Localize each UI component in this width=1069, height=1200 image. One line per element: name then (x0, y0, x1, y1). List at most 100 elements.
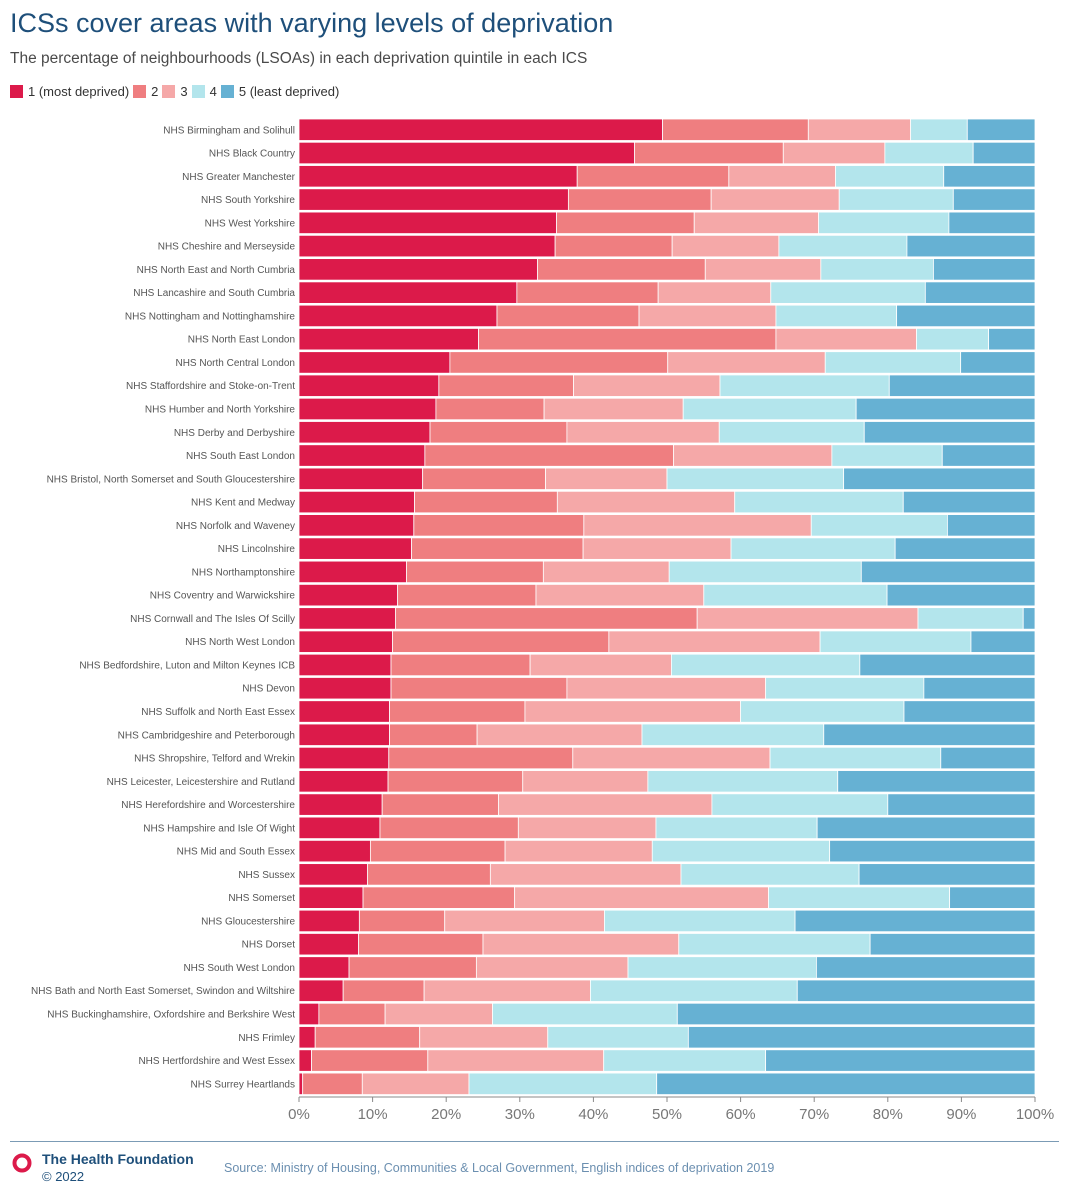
legend-item-quintile-2: 2 (133, 84, 158, 99)
bar-segment-quintile-2 (358, 933, 484, 956)
bar-segment-quintile-1 (298, 1026, 316, 1049)
bar-segment-quintile-4 (824, 351, 962, 374)
category-label: NHS Bristol, North Somerset and South Gl… (47, 474, 296, 485)
bar-segment-quintile-4 (718, 421, 865, 444)
category-label: NHS Suffolk and North East Essex (141, 707, 295, 718)
bar-segment-quintile-4 (603, 1049, 767, 1072)
bar-segment-quintile-3 (572, 746, 771, 770)
category-label: NHS Mid and South Essex (177, 847, 295, 858)
stacked-bar-chart: NHS Birmingham and Solihull NHS Black Cou… (31, 118, 1054, 1123)
bar-segment-quintile-3 (807, 118, 912, 141)
bar-segment-quintile-5 (906, 234, 1036, 258)
category-label: NHS Cheshire and Merseyside (158, 242, 296, 253)
legend-swatch-quintile-2 (133, 85, 147, 98)
bar-segment-quintile-5 (947, 514, 1036, 537)
category-label: NHS North West London (185, 637, 295, 648)
bar-segment-quintile-5 (940, 746, 1036, 770)
legend: 1 (most deprived) 2 3 4 5 (least deprive… (10, 84, 343, 99)
bar-segment-quintile-3 (728, 165, 836, 188)
bar-segment-quintile-2 (388, 746, 574, 770)
category-label: NHS West Yorkshire (205, 218, 296, 229)
bar-segment-quintile-2 (314, 1026, 421, 1049)
category-label: NHS Black Country (209, 149, 295, 160)
bar-segment-quintile-3 (475, 956, 629, 979)
bar-segment-quintile-4 (627, 956, 817, 979)
bar-segment-quintile-3 (566, 677, 767, 700)
bar-segment-quintile-1 (298, 537, 413, 560)
bar-segment-quintile-1 (298, 304, 498, 328)
bar-segment-quintile-1 (298, 700, 390, 723)
source-note: Source: Ministry of Housing, Communities… (224, 1161, 775, 1175)
bar-segment-quintile-5 (687, 1026, 1036, 1049)
category-label: NHS Frimley (238, 1033, 295, 1044)
category-label: NHS Devon (242, 684, 295, 695)
bar-segment-quintile-2 (634, 141, 784, 165)
bar-segment-quintile-2 (311, 1049, 429, 1072)
category-label: NHS Humber and North Yorkshire (145, 404, 296, 415)
bar-segment-quintile-1 (298, 490, 415, 514)
bar-segment-quintile-1 (298, 258, 538, 281)
bar-segment-quintile-1 (298, 444, 426, 467)
bar-segment-quintile-2 (392, 630, 610, 653)
bar-segment-quintile-2 (302, 1072, 363, 1095)
bar-segment-quintile-1 (298, 188, 569, 211)
bar-segment-quintile-5 (863, 421, 1036, 444)
bar-segment-quintile-4 (730, 537, 896, 560)
legend-item-quintile-1: 1 (most deprived) (10, 84, 129, 99)
category-label: NHS Lancashire and South Cumbria (133, 288, 295, 299)
bar-segment-quintile-1 (298, 770, 389, 793)
bar-segment-quintile-3 (529, 653, 672, 677)
bar-segment-quintile-1 (298, 1072, 304, 1095)
bar-segment-quintile-4 (647, 770, 839, 793)
bar-segment-quintile-2 (554, 234, 673, 258)
bar-segment-quintile-5 (941, 444, 1036, 467)
bar-segment-quintile-3 (775, 328, 917, 351)
category-label: NHS Bath and North East Somerset, Swindo… (31, 986, 295, 997)
bar-segment-quintile-4 (492, 1002, 678, 1026)
bar-segment-quintile-5 (676, 1002, 1036, 1026)
bar-segment-quintile-2 (390, 677, 568, 700)
health-foundation-logo-icon (12, 1153, 32, 1173)
bar-segment-quintile-4 (910, 118, 968, 141)
x-tick-label: 10% (358, 1106, 388, 1123)
category-label: NHS Gloucestershire (201, 916, 295, 927)
bar-segment-quintile-2 (516, 281, 659, 304)
bar-segment-quintile-3 (673, 444, 833, 467)
bar-segment-quintile-3 (582, 537, 732, 560)
bar-segment-quintile-4 (770, 281, 926, 304)
bar-segment-quintile-1 (298, 328, 479, 351)
category-label: NHS Norfolk and Waveney (176, 521, 295, 532)
bar-segment-quintile-3 (489, 863, 682, 886)
bar-segment-quintile-1 (298, 630, 393, 653)
category-label: NHS Somerset (228, 893, 295, 904)
category-label: NHS Surrey Heartlands (191, 1079, 295, 1090)
bar-segment-quintile-2 (390, 653, 531, 677)
bar-segment-quintile-4 (680, 863, 860, 886)
category-label: NHS Cambridgeshire and Peterborough (118, 730, 295, 741)
bar-segment-quintile-5 (816, 816, 1036, 839)
x-tick-label: 100% (1016, 1106, 1054, 1123)
bar-segment-quintile-4 (651, 839, 831, 863)
bar-segment-quintile-1 (298, 211, 558, 234)
chart-subtitle: The percentage of neighbourhoods (LSOAs)… (10, 50, 588, 67)
legend-swatch-quintile-3 (162, 85, 176, 98)
bar-segment-quintile-2 (422, 467, 546, 490)
bar-segment-quintile-2 (567, 188, 712, 211)
bar-segment-quintile-3 (693, 211, 820, 234)
bar-segment-quintile-1 (298, 793, 383, 816)
legend-swatch-quintile-4 (191, 85, 205, 98)
bar-segment-quintile-1 (298, 351, 451, 374)
bar-segment-quintile-5 (988, 328, 1036, 351)
bar-segment-quintile-5 (837, 770, 1036, 793)
bar-segment-quintile-2 (662, 118, 809, 141)
category-label: NHS Shropshire, Telford and Wrekin (134, 754, 295, 765)
bar-segment-quintile-3 (384, 1002, 493, 1026)
bar-segment-quintile-5 (860, 560, 1036, 584)
bar-segment-quintile-2 (576, 165, 730, 188)
bar-segment-quintile-3 (657, 281, 772, 304)
category-label: NHS Northamptonshire (192, 567, 296, 578)
bar-segment-quintile-5 (966, 118, 1036, 141)
x-tick-label: 70% (799, 1106, 829, 1123)
bar-segment-quintile-1 (298, 956, 350, 979)
x-tick-label: 50% (652, 1106, 682, 1123)
